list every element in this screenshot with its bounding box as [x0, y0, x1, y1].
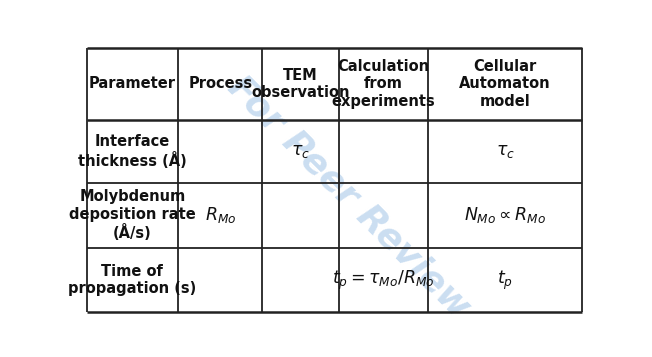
Text: Calculation
from
experiments: Calculation from experiments — [332, 59, 436, 109]
Text: Cellular
Automaton
model: Cellular Automaton model — [459, 59, 551, 109]
Text: Parameter: Parameter — [89, 76, 176, 91]
Text: $t_p$: $t_p$ — [497, 268, 513, 292]
Text: Molybdenum
deposition rate
(Å/s): Molybdenum deposition rate (Å/s) — [69, 189, 196, 241]
Text: Time of
propagation (s): Time of propagation (s) — [68, 264, 196, 296]
Text: $R_{Mo}$: $R_{Mo}$ — [205, 205, 236, 225]
Text: $\tau_c$: $\tau_c$ — [291, 142, 310, 160]
Text: $N_{Mo} \propto  R_{Mo}$: $N_{Mo} \propto R_{Mo}$ — [464, 205, 546, 225]
Text: TEM
observation: TEM observation — [252, 68, 350, 100]
Text: $t_p = \tau_{Mo}/ R_{Mo}$: $t_p = \tau_{Mo}/ R_{Mo}$ — [333, 268, 435, 292]
Text: Interface
thickness (Å): Interface thickness (Å) — [78, 134, 186, 169]
Text: For Peer Review: For Peer Review — [222, 69, 477, 324]
Text: Process: Process — [188, 76, 252, 91]
Text: $\tau_c$: $\tau_c$ — [496, 142, 514, 160]
